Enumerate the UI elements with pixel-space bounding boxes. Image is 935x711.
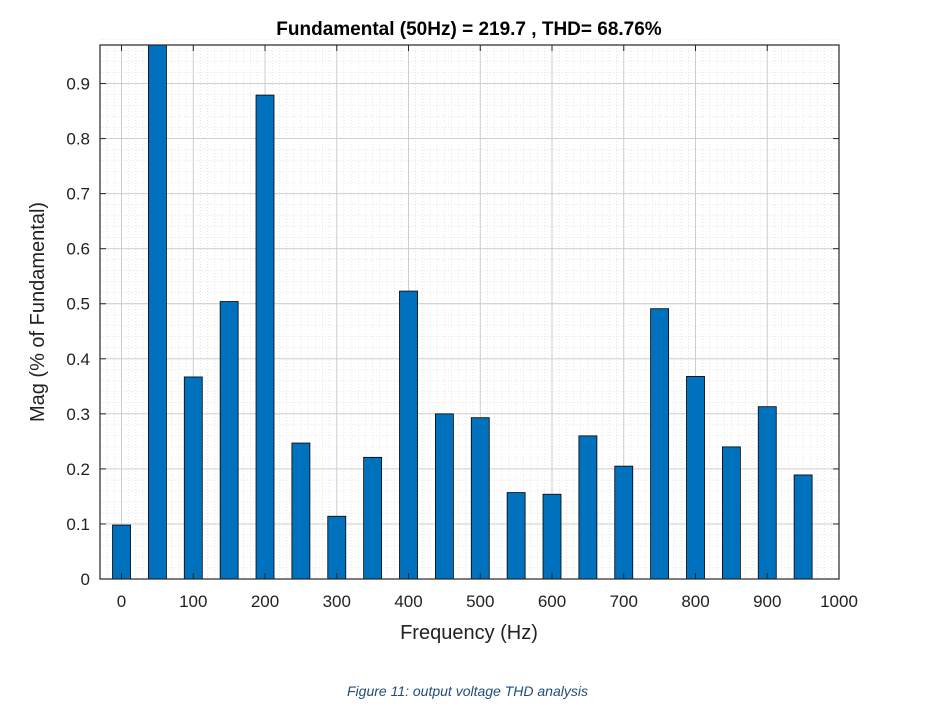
x-tick-label: 1000 (820, 592, 858, 611)
y-tick-label: 0.3 (66, 405, 90, 424)
tick-layer: 0 100 200 300 400 500 600 700 800 900 1000 0 0.1 0.2 0… (66, 45, 858, 611)
y-axis-label: Mag (% of Fundamental) (27, 202, 49, 422)
bar-300hz (327, 515, 347, 580)
bar-150hz (219, 301, 239, 580)
bar-450hz (434, 413, 454, 580)
y-tick-label: 0.2 (66, 460, 90, 479)
y-tick-label: 0.9 (66, 75, 90, 94)
axes-box (99, 44, 840, 580)
bar-600hz (542, 493, 562, 580)
bar-500hz (470, 417, 490, 580)
x-tick-label: 300 (323, 592, 351, 611)
bar-0hz (112, 524, 131, 580)
y-tick-label: 0 (81, 570, 90, 589)
x-tick-label: 200 (251, 592, 279, 611)
bar-250hz (291, 442, 311, 580)
y-tick-label: 0.5 (66, 295, 90, 314)
bar-layer (112, 44, 813, 580)
bar-100hz (183, 376, 203, 580)
y-tick-label: 0.1 (66, 515, 90, 534)
x-tick-label: 800 (681, 592, 709, 611)
chart-title: Fundamental (50Hz) = 219.7 , THD= 68.76% (276, 19, 662, 40)
bar-700hz (614, 465, 634, 580)
x-tick-label: 700 (610, 592, 638, 611)
x-tick-label: 400 (394, 592, 422, 611)
bar-950hz (793, 474, 813, 580)
bar-650hz (578, 435, 598, 580)
figure-caption: Figure 11: output voltage THD analysis (347, 683, 588, 699)
y-tick-label: 0.8 (66, 130, 90, 149)
x-tick-label: 600 (538, 592, 566, 611)
bar-800hz (686, 376, 705, 580)
bar-550hz (506, 492, 526, 580)
x-tick-label: 500 (466, 592, 494, 611)
x-tick-label: 100 (179, 592, 207, 611)
x-tick-label: 900 (753, 592, 781, 611)
bar-750hz (650, 308, 670, 580)
bar-850hz (721, 446, 741, 580)
bar-350hz (363, 456, 383, 580)
y-tick-label: 0.6 (66, 240, 90, 259)
bar-400hz (399, 290, 418, 580)
bar-50hz (147, 44, 167, 580)
bar-900hz (757, 406, 777, 580)
y-tick-label: 0.7 (66, 185, 90, 204)
bar-200hz (255, 94, 275, 580)
x-axis-label: Frequency (Hz) (400, 622, 538, 644)
x-tick-label: 0 (117, 592, 126, 611)
y-tick-label: 0.4 (66, 350, 90, 369)
